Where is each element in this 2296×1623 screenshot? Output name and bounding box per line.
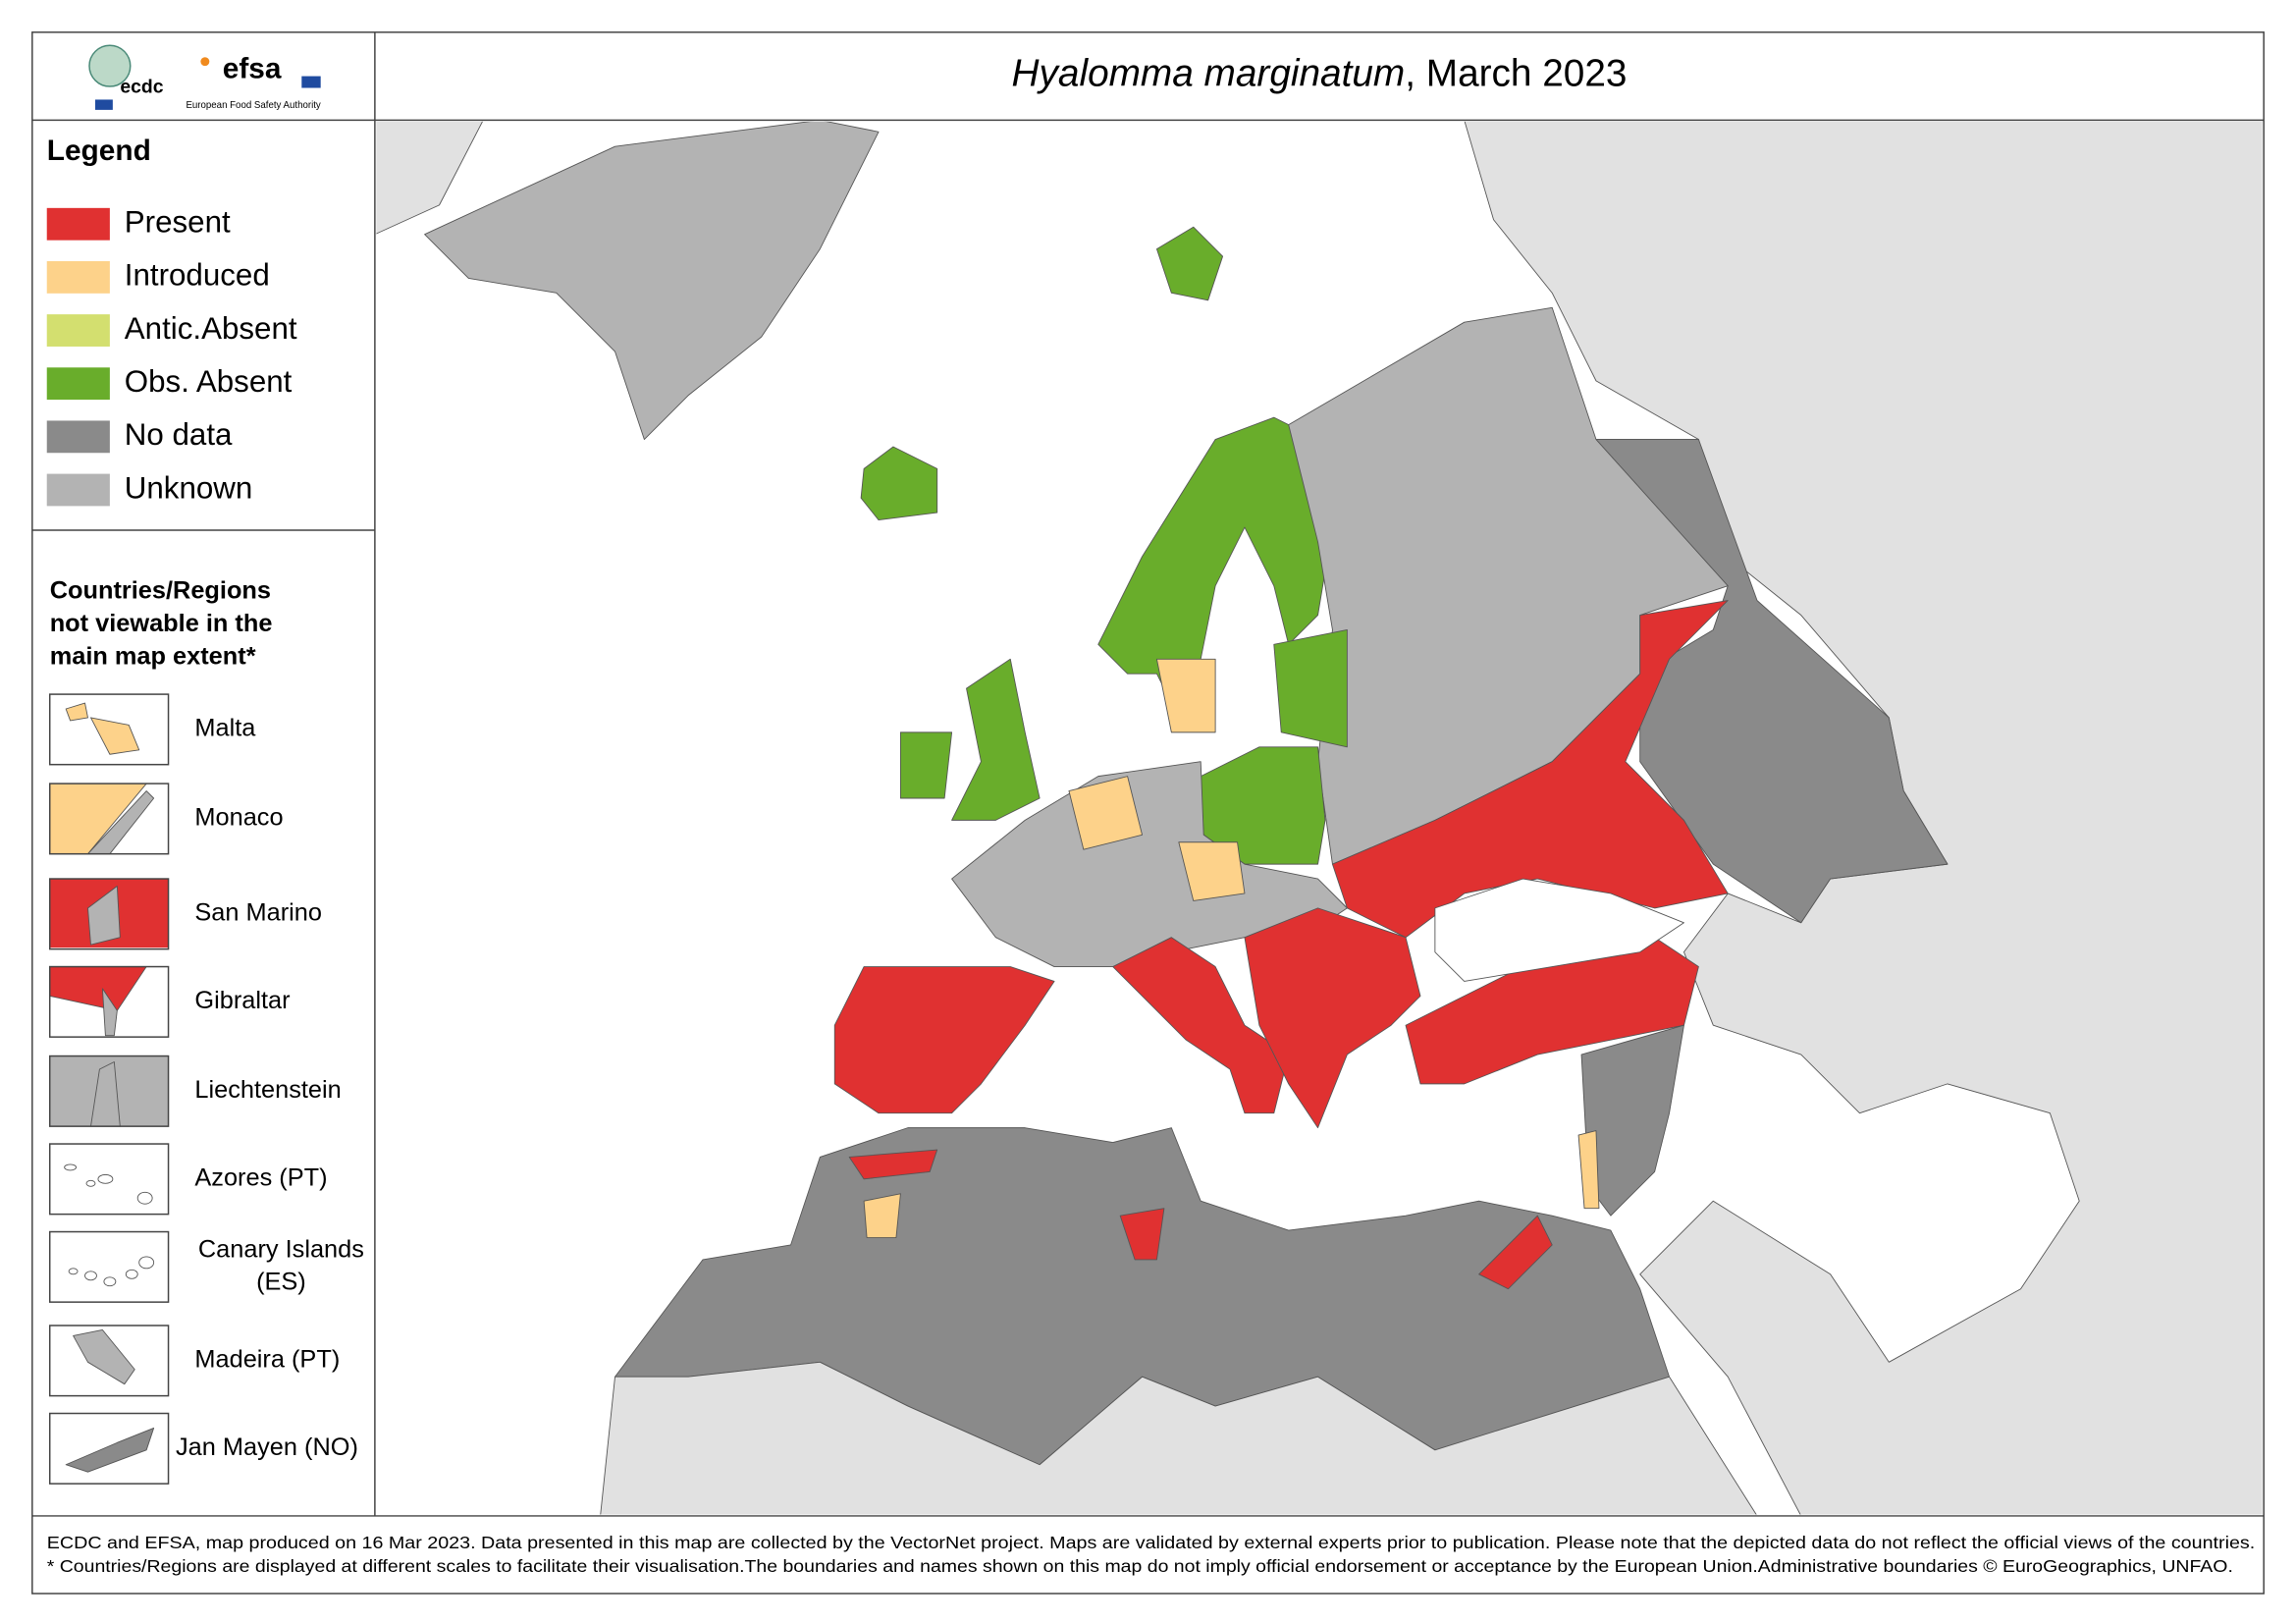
logos: ecdc efsa European Food Safety Authority bbox=[88, 44, 321, 111]
legend-title: Legend bbox=[47, 135, 151, 167]
region bbox=[65, 702, 88, 722]
inset-heading: Countries/Regions not viewable in the main… bbox=[50, 576, 273, 670]
region bbox=[1273, 629, 1348, 748]
inset-frame bbox=[48, 1412, 170, 1485]
region bbox=[101, 988, 118, 1037]
legend-swatch bbox=[46, 420, 110, 454]
legend-label: Introduced bbox=[125, 258, 270, 293]
inset-frame bbox=[48, 1143, 170, 1216]
region bbox=[136, 1191, 153, 1205]
region bbox=[1178, 841, 1246, 901]
region bbox=[97, 1173, 114, 1184]
region bbox=[424, 121, 880, 440]
region bbox=[951, 658, 1041, 821]
inset-label: Azores (PT) bbox=[194, 1164, 327, 1192]
ecdc-logo: ecdc bbox=[120, 77, 163, 98]
efsa-mark bbox=[200, 57, 210, 67]
inset-frame bbox=[48, 1325, 170, 1397]
legend-label: No data bbox=[125, 417, 233, 452]
region bbox=[65, 1427, 155, 1473]
inset-heading-line: main map extent* bbox=[50, 642, 256, 670]
inset-label: San Marino bbox=[194, 899, 322, 927]
footer-line: * Countries/Regions are displayed at dif… bbox=[47, 1556, 2233, 1576]
inset-label: Jan Mayen (NO) bbox=[176, 1434, 358, 1461]
region bbox=[1119, 1208, 1165, 1261]
map bbox=[376, 121, 2263, 1515]
region bbox=[848, 1149, 938, 1180]
region bbox=[600, 1361, 1757, 1515]
efsa-caption: European Food Safety Authority bbox=[186, 100, 320, 111]
legend-swatch bbox=[46, 473, 110, 507]
region bbox=[860, 446, 938, 521]
region bbox=[1577, 1130, 1600, 1210]
footer-line: ECDC and EFSA, map produced on 16 Mar 20… bbox=[47, 1533, 2255, 1552]
region bbox=[376, 121, 483, 235]
inset-label: Gibraltar bbox=[194, 987, 291, 1014]
legend: Present Introduced Antic.Absent Obs. Absent… bbox=[46, 205, 297, 507]
region bbox=[1434, 878, 1684, 982]
eu-flag bbox=[301, 76, 321, 88]
region bbox=[84, 1271, 97, 1281]
region bbox=[1156, 226, 1224, 301]
legend-swatch bbox=[46, 367, 110, 401]
region bbox=[1112, 937, 1290, 1114]
region bbox=[49, 1055, 169, 1127]
region bbox=[1244, 907, 1421, 1129]
legend-swatch bbox=[46, 314, 110, 347]
inset-frame bbox=[48, 878, 170, 950]
region bbox=[833, 966, 1055, 1114]
region bbox=[1156, 658, 1216, 733]
inset-heading-line: Countries/Regions bbox=[50, 576, 271, 604]
region bbox=[68, 1268, 79, 1275]
inset-heading-line: not viewable in the bbox=[50, 610, 273, 637]
insets: Malta Monaco San Marino Gibraltar Liechtenst… bbox=[48, 693, 364, 1485]
inset-frame bbox=[48, 693, 170, 766]
region bbox=[1068, 776, 1143, 850]
ecdc-globe bbox=[88, 44, 132, 87]
region bbox=[85, 1179, 96, 1187]
region bbox=[125, 1269, 138, 1279]
inset-label: Canary Islands bbox=[198, 1236, 364, 1264]
legend-label: Unknown bbox=[125, 470, 253, 505]
region bbox=[1595, 439, 1949, 924]
title-date: , March 2023 bbox=[1405, 53, 1627, 95]
inset-label: Malta bbox=[194, 715, 256, 742]
legend-label: Antic.Absent bbox=[125, 311, 297, 346]
inset-frame bbox=[48, 1055, 170, 1127]
region bbox=[951, 761, 1348, 967]
region bbox=[73, 1329, 135, 1385]
efsa-logo: efsa bbox=[223, 52, 282, 84]
inset-frame bbox=[48, 965, 170, 1038]
region bbox=[899, 731, 953, 799]
map-title: Hyalomma marginatum, March 2023 bbox=[1012, 53, 1628, 95]
region bbox=[87, 886, 121, 946]
legend-label: Present bbox=[125, 205, 231, 240]
inset-frame bbox=[48, 1230, 170, 1303]
outer-frame bbox=[31, 31, 2265, 1595]
eu-flag bbox=[94, 99, 113, 110]
title-species: Hyalomma marginatum bbox=[1012, 53, 1406, 95]
region bbox=[64, 1163, 78, 1171]
region bbox=[103, 1276, 117, 1287]
region bbox=[90, 717, 140, 755]
region bbox=[863, 1193, 901, 1238]
legend-label: Obs. Absent bbox=[125, 364, 293, 399]
legend-swatch bbox=[46, 260, 110, 294]
region bbox=[1478, 1215, 1553, 1290]
inset-frame bbox=[48, 783, 170, 855]
inset-label: (ES) bbox=[256, 1268, 306, 1295]
inset-label: Madeira (PT) bbox=[194, 1346, 340, 1374]
inset-label: Monaco bbox=[194, 804, 283, 832]
inset-label: Liechtenstein bbox=[194, 1076, 341, 1104]
legend-swatch bbox=[46, 207, 110, 241]
region bbox=[138, 1256, 155, 1270]
